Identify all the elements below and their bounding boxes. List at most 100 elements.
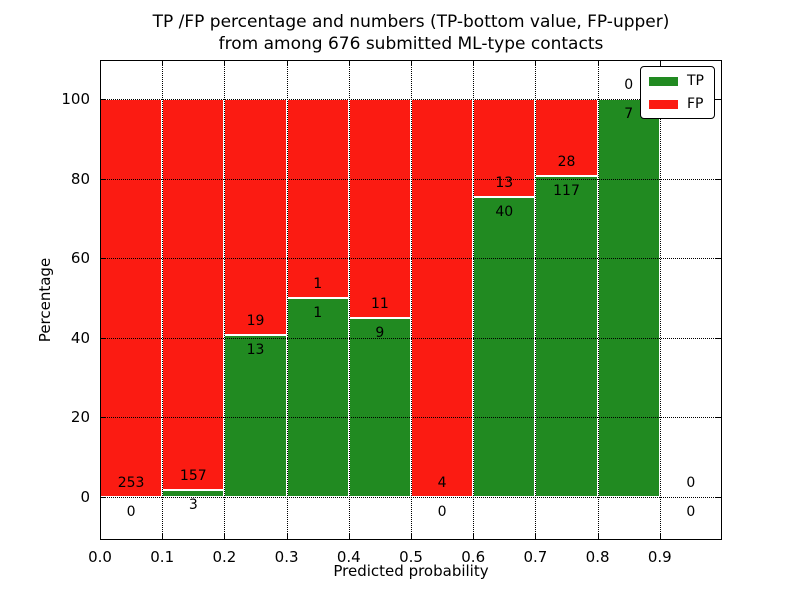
fp-count-label: 0 xyxy=(686,475,696,491)
bar-segment-tp xyxy=(535,175,598,497)
bar-segment-fp xyxy=(473,99,536,197)
y-tickmark-right xyxy=(716,417,722,419)
fp-count-label: 1 xyxy=(313,276,323,292)
y-tickmark-left xyxy=(100,99,106,100)
chart-title-line1: TP /FP percentage and numbers (TP-bottom… xyxy=(152,12,670,32)
y-tickmark-right xyxy=(716,258,722,260)
tp-color-swatch xyxy=(649,76,678,86)
y-tick-label: 80 xyxy=(70,169,90,188)
gridline-vertical xyxy=(597,60,599,540)
x-tickmark-bottom xyxy=(162,534,164,540)
x-tickmark-top xyxy=(473,60,475,66)
y-tick-label: 20 xyxy=(70,408,90,427)
bar-segment-fp xyxy=(535,99,598,176)
gridline-vertical xyxy=(535,60,537,540)
y-tickmark-left xyxy=(100,417,106,419)
legend-item-tp: TP xyxy=(649,73,704,89)
gridline-vertical xyxy=(473,60,475,540)
legend-label-fp: FP xyxy=(687,96,704,112)
gridline-vertical xyxy=(411,60,412,540)
chart-title: TP /FP percentage and numbers (TP-bottom… xyxy=(100,11,722,55)
y-tickmark-left xyxy=(100,337,106,339)
y-tick-label: 40 xyxy=(70,328,90,347)
legend: TP FP xyxy=(640,66,715,119)
x-tickmark-top xyxy=(597,60,599,66)
gridline-vertical xyxy=(659,60,661,540)
y-tickmark-right xyxy=(716,99,722,100)
legend-item-fp: FP xyxy=(649,96,704,112)
tp-count-label: 13 xyxy=(246,342,265,359)
x-tickmark-top xyxy=(100,60,101,66)
tp-count-label: 3 xyxy=(188,496,198,513)
bar-segment-fp xyxy=(162,99,225,490)
bar-segment-tp xyxy=(473,196,536,497)
fp-count-label: 253 xyxy=(117,475,145,491)
tp-count-label: 40 xyxy=(495,203,514,220)
tp-count-label: 0 xyxy=(686,504,696,520)
fp-count-label: 4 xyxy=(437,475,447,491)
x-axis-label: Predicted probability xyxy=(333,562,489,580)
tp-count-label: 9 xyxy=(375,324,385,341)
gridline-vertical xyxy=(348,60,350,540)
plot-area: TP FP 253 0 157 3 19 13 1 1 11 9 4 0 13 40 28 117 0 7 0 0 xyxy=(100,60,722,540)
x-tick-label: 0.3 xyxy=(274,548,299,566)
x-tickmark-top xyxy=(348,60,350,66)
fp-color-swatch xyxy=(649,99,678,109)
x-tickmark-bottom xyxy=(473,534,475,540)
y-tick-label: 100 xyxy=(61,90,90,108)
x-tickmark-bottom xyxy=(286,534,288,540)
x-tickmark-bottom xyxy=(100,534,101,540)
gridline-vertical xyxy=(286,60,288,540)
bar-segment-tp xyxy=(597,99,660,497)
y-tickmark-left xyxy=(100,178,106,180)
x-tickmark-top xyxy=(224,60,226,66)
fp-count-label: 157 xyxy=(179,467,207,484)
y-tickmark-left xyxy=(100,258,106,260)
x-tick-label: 0.7 xyxy=(523,548,548,566)
fp-count-label: 28 xyxy=(557,153,576,170)
x-tick-label: 0.9 xyxy=(647,548,672,566)
gridline-vertical xyxy=(162,60,164,540)
bar-segment-tp xyxy=(286,298,349,497)
x-tickmark-top xyxy=(162,60,164,66)
tp-count-label: 0 xyxy=(126,504,136,520)
x-tickmark-bottom xyxy=(348,534,350,540)
fp-count-label: 0 xyxy=(624,77,634,93)
gridline-vertical xyxy=(224,60,226,540)
bar-segment-fp xyxy=(224,99,287,336)
tp-count-label: 0 xyxy=(437,504,447,520)
x-tickmark-bottom xyxy=(659,534,661,540)
x-tickmark-top xyxy=(411,60,412,66)
x-tickmark-bottom xyxy=(411,534,412,540)
fp-count-label: 11 xyxy=(370,295,389,312)
x-tickmark-top xyxy=(286,60,288,66)
x-tick-label: 0.6 xyxy=(461,548,486,566)
y-tickmark-left xyxy=(100,497,106,498)
fp-count-label: 13 xyxy=(495,174,514,191)
x-tickmark-bottom xyxy=(535,534,537,540)
bar-segment-fp xyxy=(286,99,349,298)
chart-title-line2: from among 676 submitted ML-type contact… xyxy=(218,34,604,54)
x-tickmark-bottom xyxy=(224,534,226,540)
y-tickmark-right xyxy=(716,497,722,498)
x-tick-label: 0.4 xyxy=(336,548,361,566)
bar-segment-tp xyxy=(348,317,411,497)
bar-segment-tp xyxy=(224,335,287,497)
x-tickmark-top xyxy=(535,60,537,66)
tp-count-label: 117 xyxy=(553,182,580,199)
tp-count-label: 1 xyxy=(313,305,323,321)
x-tickmark-top xyxy=(659,60,661,66)
bar-segment-fp xyxy=(348,99,411,318)
legend-label-tp: TP xyxy=(687,73,704,89)
x-tick-label: 0.2 xyxy=(212,548,237,566)
y-tick-label: 0 xyxy=(80,488,90,506)
y-tickmark-right xyxy=(716,337,722,339)
x-tick-label: 0.0 xyxy=(88,548,112,566)
y-tick-label: 60 xyxy=(70,249,90,268)
fp-count-label: 19 xyxy=(246,313,265,330)
y-tickmark-right xyxy=(716,178,722,180)
bar-segment-fp xyxy=(100,99,163,497)
x-tick-label: 0.8 xyxy=(585,548,610,566)
x-tick-label: 0.5 xyxy=(399,548,423,566)
